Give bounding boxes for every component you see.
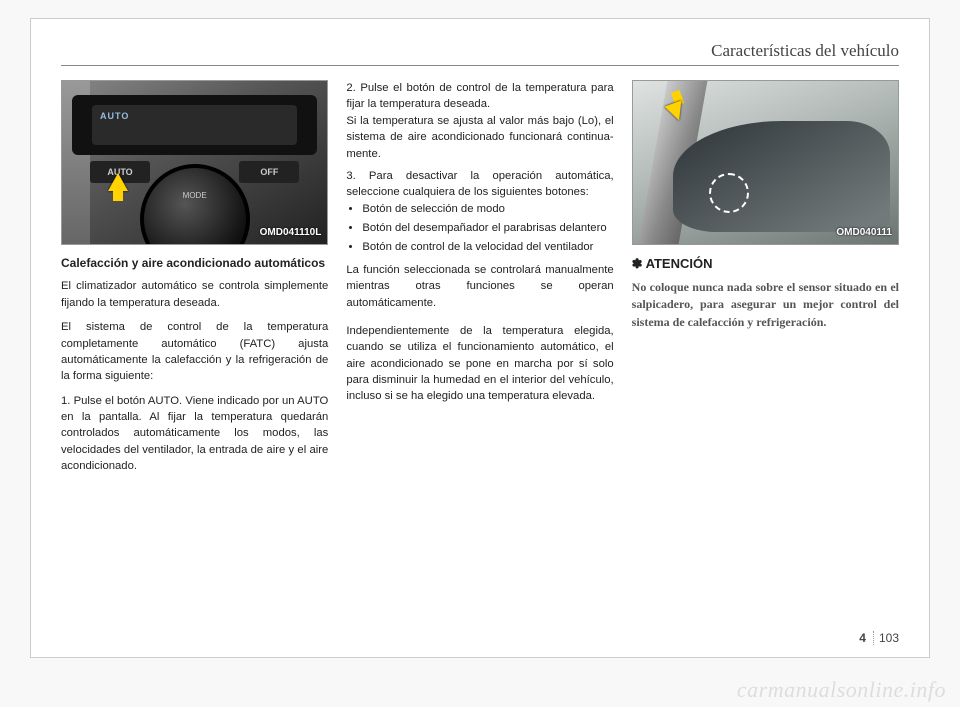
step-text: Si la temperatura se ajusta al valor más… — [346, 115, 613, 160]
attention-icon: ✽ — [632, 256, 643, 271]
step-tail: La función seleccionada se controlará ma… — [346, 264, 613, 309]
column-right: OMD040111 ✽ATENCIÓN No coloque nunca nad… — [632, 80, 899, 481]
step-list: 1. Pulse el botón AUTO. Viene indicado p… — [61, 393, 328, 475]
mode-label: MODE — [183, 190, 207, 202]
header-rule — [61, 65, 899, 66]
figure-code: OMD041110L — [260, 226, 322, 241]
figure-climate-control: AUTO AUTO OFF MODE OMD041110L — [61, 80, 328, 245]
step-item: 1. Pulse el botón AUTO. Viene indicado p… — [61, 393, 328, 475]
content-columns: AUTO AUTO OFF MODE OMD041110L Calefacció… — [61, 80, 899, 481]
step-list: 2. Pulse el botón de control de la tempe… — [346, 80, 613, 311]
paragraph: El climatizador automático se controla s… — [61, 278, 328, 311]
bullet-item: Botón del desempañador el para­brisas de… — [362, 220, 613, 236]
section-title: Características del vehículo — [61, 41, 899, 65]
bullet-list: Botón de selección de modo Botón del des… — [346, 201, 613, 256]
column-middle: 2. Pulse el botón de control de la tempe… — [346, 80, 613, 481]
bullet-item: Botón de selección de modo — [362, 201, 613, 217]
sensor-callout-circle — [709, 173, 749, 213]
attention-body: No coloque nunca nada sobre el sensor si… — [632, 279, 899, 331]
section-number: 4 — [859, 631, 874, 645]
paragraph: Independientemente de la temperatura ele… — [346, 323, 613, 405]
column-left: AUTO AUTO OFF MODE OMD041110L Calefacció… — [61, 80, 328, 481]
off-button-graphic: OFF — [239, 161, 299, 183]
subheading-auto-climate: Calefacción y aire acondicionado automát… — [61, 255, 328, 272]
step-item: 2. Pulse el botón de control de la tempe… — [346, 80, 613, 162]
step-item: 3. Para desactivar la operación automáti… — [346, 168, 613, 311]
attention-heading: ✽ATENCIÓN — [632, 255, 899, 274]
bullet-item: Botón de control de la velocidad del ven… — [362, 239, 613, 255]
dash-panel: AUTO — [72, 95, 317, 155]
paragraph: El sistema de control de la temperatura … — [61, 319, 328, 385]
step-text: 2. Pulse el botón de control de la tempe… — [346, 82, 613, 110]
page-number-value: 103 — [879, 631, 899, 645]
step-text: 3. Para desactivar la operación automáti… — [346, 170, 613, 198]
figure-code: OMD040111 — [836, 226, 892, 241]
manual-page: Características del vehículo AUTO AUTO O… — [30, 18, 930, 658]
windshield — [673, 121, 890, 232]
figure-sensor-location: OMD040111 — [632, 80, 899, 245]
page-number: 4 103 — [859, 631, 899, 645]
mode-knob: MODE — [140, 164, 250, 245]
watermark: carmanualsonline.info — [737, 677, 946, 703]
attention-title: ATENCIÓN — [646, 256, 713, 271]
auto-indicator: AUTO — [100, 110, 129, 123]
callout-arrow-stem — [113, 189, 123, 201]
